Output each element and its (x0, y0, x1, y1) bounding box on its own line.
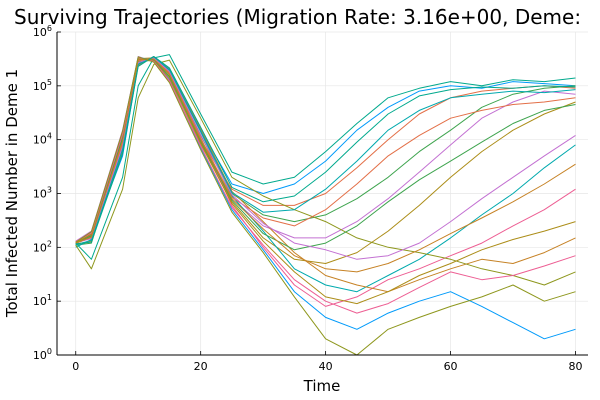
y-tick-label-0: 100 (33, 347, 52, 362)
x-tick-label-1: 20 (194, 360, 208, 373)
x-tick-label-2: 40 (319, 360, 333, 373)
series-line-15 (75, 56, 576, 246)
y-tick-label-2: 102 (33, 239, 52, 254)
y-tick-label-6: 106 (33, 24, 52, 39)
y-axis-ticks: 100 101 102 103 104 105 106 (33, 24, 61, 362)
y-tick-label-3: 103 (33, 186, 52, 201)
x-axis-label: Time (303, 377, 341, 395)
series-line-13 (75, 57, 576, 260)
x-axis-ticks: 0 20 40 60 80 (72, 351, 583, 373)
y-tick-label-5: 105 (33, 78, 52, 93)
series-lines (75, 54, 576, 356)
y-tick-label-1: 101 (33, 293, 52, 308)
x-tick-label-4: 80 (569, 360, 583, 373)
series-line-19 (75, 56, 576, 356)
series-line-8 (75, 54, 576, 260)
y-axis-label: Total Infected Number in Deme 1 (3, 69, 21, 318)
y-tick-label-4: 104 (33, 132, 52, 147)
x-tick-label-0: 0 (72, 360, 79, 373)
x-tick-label-3: 60 (444, 360, 458, 373)
series-line-17 (75, 58, 576, 273)
chart-title: Surviving Trajectories (Migration Rate: … (14, 5, 581, 29)
series-line-18 (75, 56, 576, 245)
